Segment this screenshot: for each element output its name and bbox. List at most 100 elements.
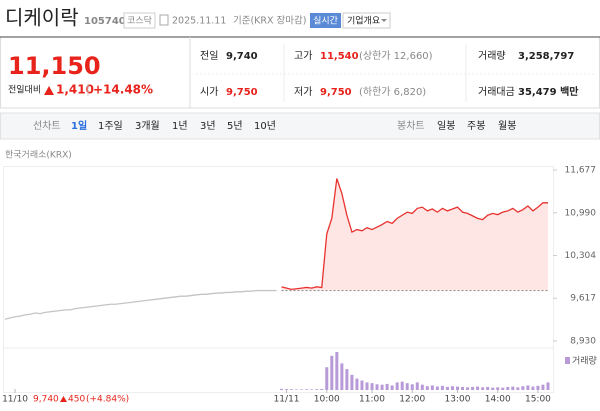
stat-label: 고가 (294, 50, 312, 62)
volume-bar (481, 387, 485, 390)
volume-bar (405, 383, 409, 390)
volume-bar (430, 385, 434, 390)
prev-rate: (+4.84%) (86, 395, 129, 405)
stat-value: 9,740 (226, 51, 258, 62)
volume-bar (390, 385, 394, 390)
volume-bar (350, 374, 354, 390)
volume-bar (335, 352, 339, 390)
realtime-badge[interactable] (310, 13, 341, 28)
stat-value: 35,479 백만 (518, 85, 579, 98)
volume-bar (511, 386, 515, 390)
prev-change: 450 (68, 395, 85, 405)
volume-bar (445, 386, 449, 390)
change: 1,410 (56, 83, 94, 97)
stat-value: 11,540 (320, 51, 359, 62)
tab[interactable]: 1주일 (98, 120, 123, 132)
volume-bar (410, 384, 414, 390)
stat-label: 거래대금 (478, 86, 515, 98)
volume-bar (370, 383, 374, 390)
volume-bar (456, 386, 459, 390)
up-icon (44, 86, 54, 95)
volume-bar (435, 386, 439, 390)
volume-bar (496, 387, 500, 390)
volume-bar (355, 378, 359, 390)
stat-value: 3,258,797 (518, 51, 574, 62)
volume-bar (365, 382, 369, 390)
volume-bar (526, 385, 530, 390)
x-tick-label: 10:00 (314, 395, 340, 405)
current-price: 11,150 (8, 52, 101, 80)
volume-bar (280, 388, 284, 390)
stat-label: 시가 (200, 86, 218, 98)
tab[interactable]: 월봉 (498, 120, 516, 132)
stat-label: 거래량 (478, 50, 506, 62)
volume-bar (400, 381, 404, 390)
tab[interactable]: 5년 (227, 120, 243, 132)
realtime[interactable]: 실시간 (313, 16, 338, 27)
tab[interactable]: 3년 (200, 120, 216, 132)
volume-bar (385, 383, 389, 390)
tab[interactable]: 1일 (71, 119, 87, 132)
stat-value: 9,750 (226, 87, 258, 98)
volume-bar (310, 389, 314, 390)
x-tick-label: 13:00 (445, 395, 471, 405)
chart-frame (3, 166, 554, 393)
volume-bar (461, 386, 465, 390)
stat-note: (상한가 12,660) (359, 50, 433, 62)
volume-bar (285, 389, 289, 390)
plot: 11,677 10,990 10,304 9,617 8,930 11/10 11/11 10… (2, 166, 597, 405)
source: 한국거래소(KRX) (5, 150, 72, 161)
change-label: 전일대비 (8, 85, 41, 96)
x-tick-label: 11:00 (359, 395, 385, 405)
tabs: 1일 1주일 3개월 1년 3년 5년 10년 일봉 주봉 월봉 (71, 119, 516, 132)
volume-bar (375, 384, 379, 390)
company-info[interactable]: 기업개요 (347, 16, 380, 27)
volume-bar (546, 382, 550, 390)
volume-bar (531, 386, 535, 390)
volume-bar (440, 385, 444, 390)
volume-bar (501, 387, 505, 390)
volume-bar (541, 384, 545, 390)
stat-label: 전일 (200, 50, 218, 62)
volume-bar (320, 389, 324, 390)
volume-bar (345, 369, 349, 390)
volume-bar (380, 384, 384, 390)
stat-note: (하한가 6,820) (359, 85, 426, 98)
volume-bar (340, 363, 344, 390)
volume-bar (471, 386, 475, 390)
stat-value: 9,750 (320, 87, 352, 98)
doc-icon (159, 14, 169, 26)
volume-bar (425, 386, 429, 390)
y-tick-label: 8,930 (570, 337, 596, 347)
volume-bar (466, 387, 470, 390)
tab[interactable]: 1년 (172, 120, 188, 132)
stat-label: 저가 (294, 86, 312, 98)
dropdown-arrow (381, 19, 387, 22)
volume-bar (325, 367, 329, 390)
tab[interactable]: 일봉 (437, 120, 455, 132)
tab[interactable]: 10년 (254, 120, 276, 132)
tab[interactable]: 3개월 (135, 120, 160, 132)
tab[interactable]: 주봉 (467, 120, 485, 132)
x-tick-label: 11/11 (274, 395, 300, 405)
tab-group-label: 봉차트 (397, 120, 425, 132)
date: 2025.11.11 (172, 16, 226, 27)
volume-bar (491, 387, 495, 390)
volume-bar (420, 384, 424, 390)
area (281, 178, 548, 291)
y-tick-label: 9,617 (570, 294, 596, 304)
x-tick-label: 11/10 (2, 395, 28, 405)
x-tick-label: 12:00 (399, 395, 425, 405)
basis: 기준(KRX 장마감) (233, 15, 306, 27)
legend-swatch (565, 357, 570, 364)
volume-bar (516, 387, 520, 390)
y-tick-label: 10,304 (565, 251, 597, 261)
company-info-button[interactable] (342, 12, 391, 29)
stock-name: 디케이락 (5, 6, 79, 30)
volume-bar (415, 382, 419, 390)
volume-bar (486, 386, 490, 390)
tab-group-label: 선차트 (33, 120, 61, 132)
volume-bar (521, 386, 525, 390)
volume-bar (290, 389, 294, 390)
